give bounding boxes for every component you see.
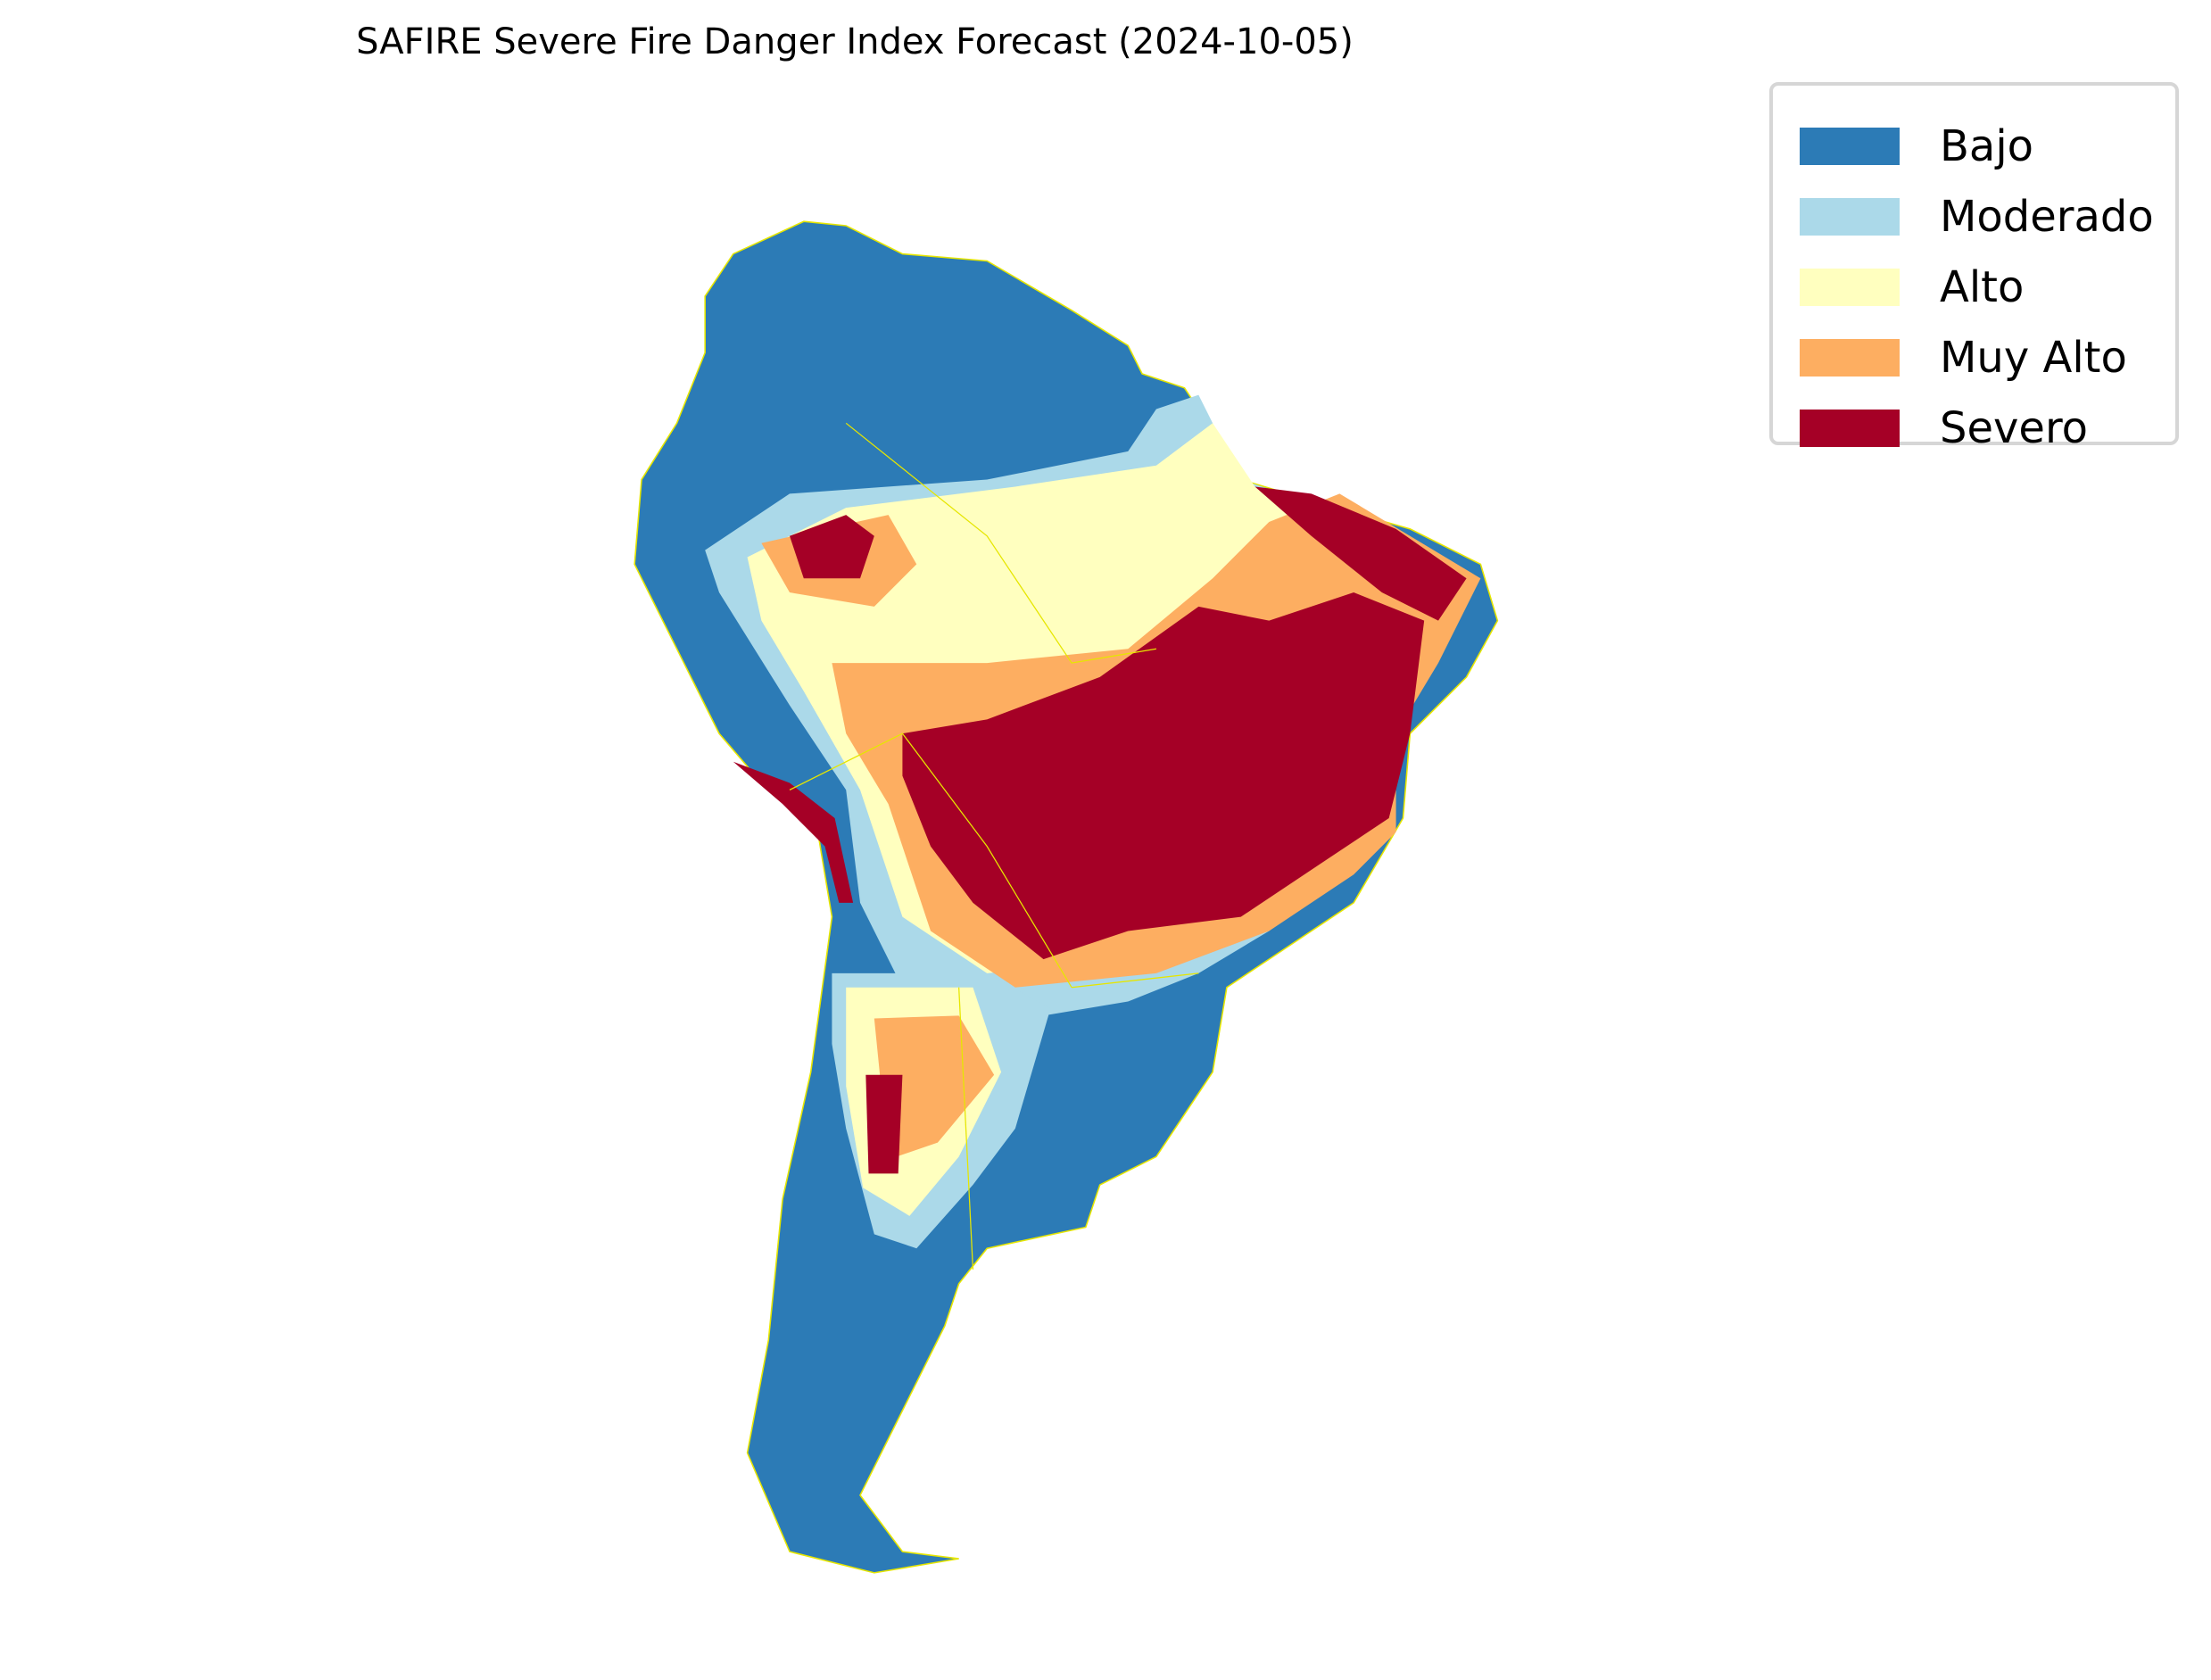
- legend-swatch: [1800, 410, 1900, 447]
- legend-label: Bajo: [1940, 121, 2034, 171]
- border-line: [958, 987, 974, 1270]
- legend-item-alto: Alto: [1800, 262, 2025, 312]
- region-severo-northeast: [1255, 486, 1467, 621]
- legend-swatch: [1800, 198, 1900, 236]
- legend-swatch: [1800, 339, 1900, 377]
- legend-label: Alto: [1940, 262, 2025, 312]
- legend-label: Muy Alto: [1940, 333, 2127, 383]
- legend-item-bajo: Bajo: [1800, 121, 2034, 171]
- region-severo-andes: [865, 1074, 903, 1174]
- legend-label: Severo: [1940, 403, 2088, 453]
- region-muy-alto-south: [874, 1015, 995, 1160]
- legend-swatch: [1800, 269, 1900, 306]
- border-line: [845, 422, 1156, 664]
- legend-label: Moderado: [1940, 192, 2154, 242]
- legend-item-moderado: Moderado: [1800, 192, 2154, 242]
- legend-item-severo: Severo: [1800, 403, 2088, 453]
- border-line: [789, 732, 1072, 989]
- region-severo-peru-coast: [733, 761, 854, 903]
- region-severo-central: [902, 592, 1425, 960]
- region-severo-northwest: [790, 515, 874, 579]
- legend-swatch: [1800, 128, 1900, 165]
- map-title: SAFIRE Severe Fire Danger Index Forecast…: [356, 21, 1354, 62]
- legend: Bajo Moderado Alto Muy Alto Severo: [1769, 82, 2179, 453]
- legend-item-muy-alto: Muy Alto: [1800, 333, 2127, 383]
- border-line: [1072, 972, 1199, 989]
